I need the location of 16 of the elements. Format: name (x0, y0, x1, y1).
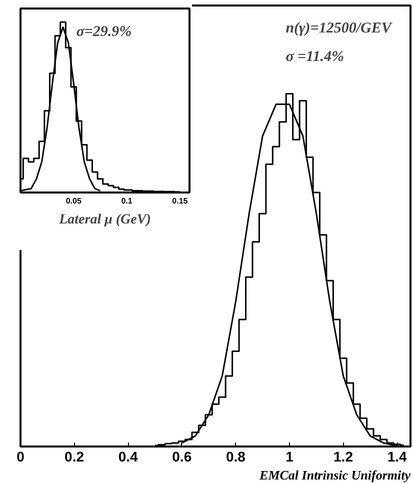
x-axis-title: EMCal Intrinsic Uniformity (258, 468, 411, 482)
x-tick-label: 1 (286, 448, 294, 464)
annotation: σ=29.9% (76, 24, 132, 40)
x-tick-label: 0 (16, 448, 25, 464)
text: n(γ)=12500/GEV (286, 20, 394, 36)
text: σ =11.4% (286, 49, 344, 66)
x-tick-label: 0.6 (172, 448, 192, 464)
x-tick-label: 0.4 (118, 448, 138, 464)
x-axis-title: Lateral μ (GeV) (58, 212, 151, 228)
x-tick-label: 1.4 (387, 448, 407, 464)
x-tick-label: 0.05 (66, 196, 82, 206)
x-tick-label: 0.1 (121, 196, 133, 206)
x-tick-label: 0.8 (226, 448, 246, 464)
x-tick-label: 0.2 (64, 448, 84, 464)
x-tick-label: 0.15 (172, 196, 188, 206)
x-tick-label: 1.2 (334, 448, 354, 464)
